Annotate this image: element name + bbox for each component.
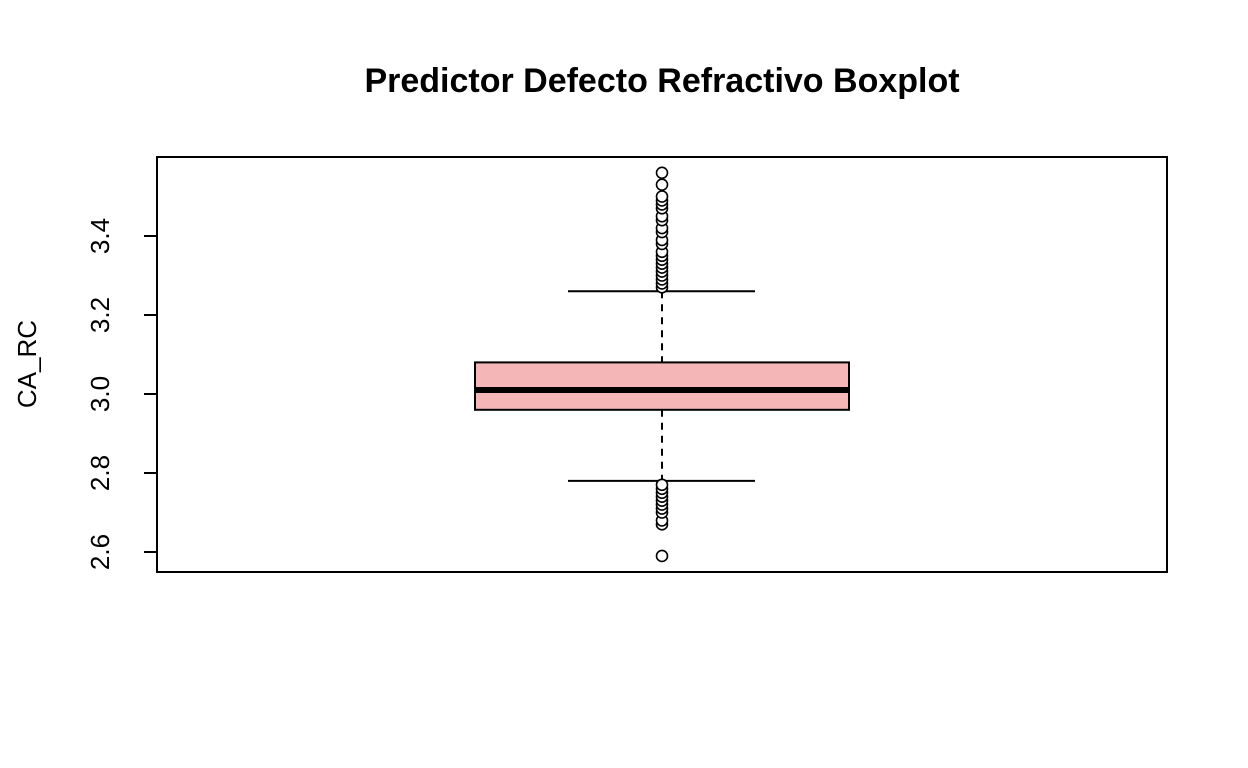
outlier-point [655,166,669,180]
interquartile-box [474,361,850,411]
outlier-point [655,549,669,563]
y-axis-ticks: 2.6 2.8 3.0 3.2 3.4 [85,218,157,570]
y-tick-label: 3.2 [85,297,115,333]
chart-title: Predictor Defecto Refractivo Boxplot [364,62,959,100]
outlier-point [655,190,669,203]
y-tick-label: 3.4 [85,218,115,254]
outlier-point [655,178,669,191]
y-axis-label: CA_RC [12,320,42,408]
boxplot [474,290,850,482]
y-tick-label: 2.6 [85,534,115,570]
outlier-points [655,166,669,563]
y-tick-label: 3.0 [85,376,115,412]
outlier-point [655,478,669,492]
y-tick-label: 2.8 [85,455,115,491]
